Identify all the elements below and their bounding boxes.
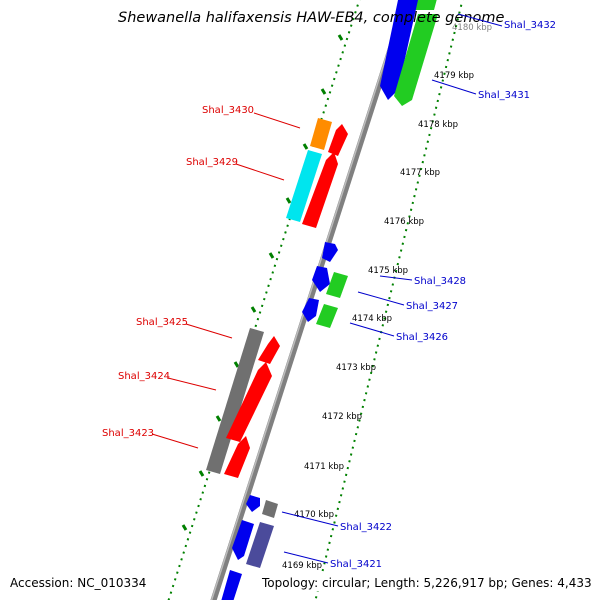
gene-shal-3428-box-b bbox=[312, 266, 330, 292]
gene-shal-3421-box-b bbox=[246, 522, 274, 568]
gene-label-shal-3423[interactable]: Shal_3423 bbox=[102, 428, 154, 439]
tick-label-4174: 4174 kbp bbox=[352, 314, 392, 324]
reverse-gene-labels: Shal_3430 Shal_3429 Shal_3425 Shal_3424 … bbox=[102, 105, 301, 449]
gene-shal-3422-box-b bbox=[262, 500, 278, 518]
tick-label-4176: 4176 kbp bbox=[384, 217, 424, 227]
gene-shal-3429-box bbox=[286, 150, 322, 222]
tick-label-4173: 4173 kbp bbox=[336, 363, 376, 373]
inner-tick-track bbox=[167, 0, 361, 600]
gene-green-mid-a bbox=[326, 272, 348, 298]
outer-tick-track bbox=[314, 0, 464, 600]
gene-label-shal-3427[interactable]: Shal_3427 bbox=[406, 301, 458, 312]
gene-shal-3422-box-a bbox=[246, 495, 260, 512]
gene-label-shal-3421[interactable]: Shal_3421 bbox=[330, 559, 382, 570]
tick-label-4177: 4177 kbp bbox=[400, 168, 440, 178]
footer-summary-bg bbox=[258, 573, 596, 591]
gene-shal-3426-box bbox=[316, 304, 338, 328]
forward-gene-labels: Shal_3432 Shal_3431 Shal_3428 Shal_3427 … bbox=[281, 13, 556, 570]
gene-label-shal-3422[interactable]: Shal_3422 bbox=[340, 522, 392, 533]
gene-shal-3432-box bbox=[414, 0, 437, 10]
gene-blue-bottom bbox=[221, 570, 242, 600]
gene-shal-3425-arrow bbox=[258, 336, 280, 364]
gene-shal-3430-box bbox=[310, 118, 332, 150]
gene-shal-3425-box bbox=[206, 328, 264, 474]
tick-label-4170: 4170 kbp bbox=[294, 510, 334, 520]
gene-blue-top bbox=[380, 0, 418, 100]
footer-accession-bg bbox=[6, 573, 148, 591]
tick-label-4175: 4175 kbp bbox=[368, 266, 408, 276]
tick-label-4172: 4172 kbp bbox=[322, 412, 362, 422]
gene-label-shal-3428[interactable]: Shal_3428 bbox=[414, 276, 466, 287]
tick-label-4179: 4179 kbp bbox=[434, 71, 474, 81]
gene-label-shal-3429[interactable]: Shal_3429 bbox=[186, 157, 238, 168]
forward-strand-genes bbox=[221, 0, 438, 600]
gene-shal-3423-arrow bbox=[224, 436, 250, 478]
gene-shal-3431-box bbox=[394, 14, 438, 106]
gene-shal-3424-arrow bbox=[226, 362, 272, 442]
gene-label-shal-3432[interactable]: Shal_3432 bbox=[504, 20, 556, 31]
tick-label-4180: 4180 kbp bbox=[452, 23, 492, 33]
gene-shal-3427-box bbox=[302, 298, 319, 322]
gene-label-shal-3424[interactable]: Shal_3424 bbox=[118, 371, 170, 382]
tick-labels: 4180 kbp 4179 kbp 4178 kbp 4177 kbp 4176… bbox=[282, 23, 492, 571]
gene-shal-3421-box-a bbox=[232, 520, 254, 560]
gene-shal-3428-box-a bbox=[322, 242, 338, 262]
map-title: Shewanella halifaxensis HAW-EB4, complet… bbox=[118, 10, 504, 26]
tick-label-4169: 4169 kbp bbox=[282, 561, 322, 571]
gene-shal-3429-arrow bbox=[302, 152, 338, 228]
reverse-strand-genes bbox=[206, 118, 348, 478]
inner-major-ticks bbox=[181, 34, 344, 531]
accession-text: Accession: NC_010334 bbox=[10, 576, 146, 590]
tick-label-4171: 4171 kbp bbox=[304, 462, 344, 472]
gene-label-shal-3426[interactable]: Shal_3426 bbox=[396, 332, 448, 343]
gene-label-shal-3425[interactable]: Shal_3425 bbox=[136, 317, 188, 328]
gene-label-shal-3431[interactable]: Shal_3431 bbox=[478, 90, 530, 101]
tick-label-4178: 4178 kbp bbox=[418, 120, 458, 130]
gene-shal-3430-arrow bbox=[328, 124, 348, 156]
summary-text: Topology: circular; Length: 5,226,917 bp… bbox=[261, 576, 592, 590]
gene-label-shal-3430[interactable]: Shal_3430 bbox=[202, 105, 254, 116]
